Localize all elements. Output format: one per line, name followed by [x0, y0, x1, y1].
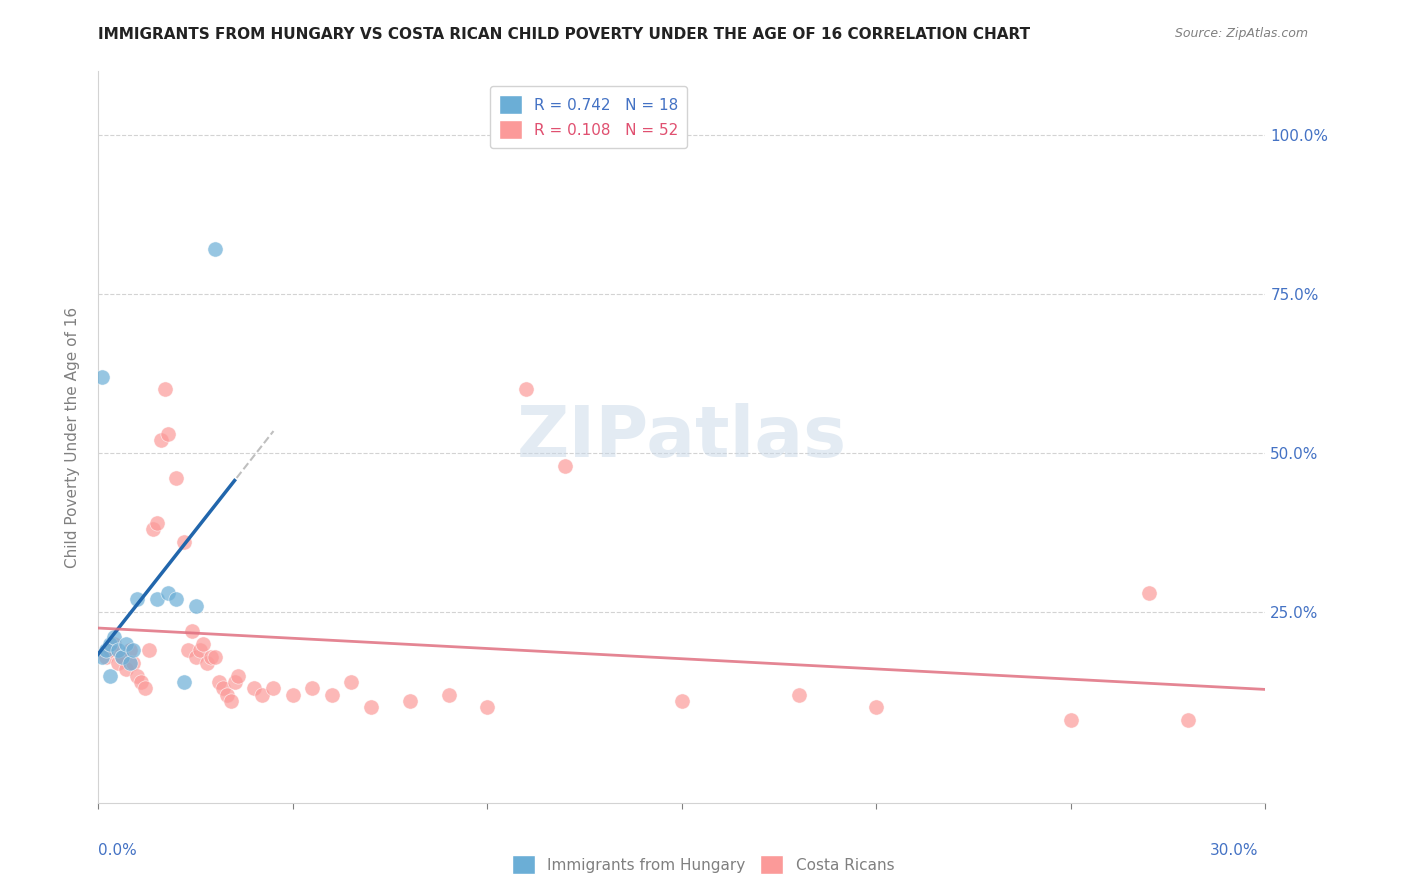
Point — [173, 535, 195, 549]
Point — [103, 637, 125, 651]
Point — [301, 681, 323, 696]
Point — [321, 688, 343, 702]
Point — [146, 592, 169, 607]
Point — [129, 675, 152, 690]
Point — [219, 694, 242, 708]
Y-axis label: Child Poverty Under the Age of 16: Child Poverty Under the Age of 16 — [65, 307, 80, 567]
Text: Source: ZipAtlas.com: Source: ZipAtlas.com — [1174, 27, 1308, 40]
Point — [146, 516, 169, 530]
Point — [98, 637, 121, 651]
Point — [122, 643, 145, 657]
Point — [173, 675, 195, 690]
Point — [224, 675, 246, 690]
Point — [98, 643, 121, 657]
Point — [157, 586, 180, 600]
Point — [215, 688, 238, 702]
Point — [138, 643, 160, 657]
Point — [188, 643, 211, 657]
Point — [281, 688, 304, 702]
Point — [111, 649, 134, 664]
Point — [340, 675, 363, 690]
Point — [195, 656, 218, 670]
Point — [477, 700, 499, 714]
Point — [107, 643, 129, 657]
Point — [96, 643, 118, 657]
Point — [1060, 713, 1083, 727]
Point — [91, 369, 114, 384]
Point — [200, 649, 222, 664]
Point — [122, 656, 145, 670]
Point — [157, 426, 180, 441]
Point — [91, 649, 114, 664]
Point — [98, 668, 121, 682]
Point — [153, 383, 176, 397]
Point — [1177, 713, 1199, 727]
Point — [96, 649, 118, 664]
Text: 30.0%: 30.0% — [1211, 843, 1258, 858]
Point — [177, 643, 200, 657]
Point — [118, 643, 141, 657]
Point — [398, 694, 420, 708]
Text: IMMIGRANTS FROM HUNGARY VS COSTA RICAN CHILD POVERTY UNDER THE AGE OF 16 CORRELA: IMMIGRANTS FROM HUNGARY VS COSTA RICAN C… — [98, 27, 1031, 42]
Point — [437, 688, 460, 702]
Text: 0.0%: 0.0% — [98, 843, 138, 858]
Point — [208, 675, 231, 690]
Point — [515, 383, 537, 397]
Point — [103, 631, 125, 645]
Point — [114, 662, 136, 676]
Point — [212, 681, 235, 696]
Legend: Immigrants from Hungary, Costa Ricans: Immigrants from Hungary, Costa Ricans — [506, 849, 900, 880]
Point — [865, 700, 887, 714]
Point — [107, 656, 129, 670]
Point — [127, 592, 149, 607]
Point — [262, 681, 284, 696]
Point — [787, 688, 810, 702]
Point — [360, 700, 382, 714]
Point — [149, 434, 172, 448]
Point — [243, 681, 266, 696]
Point — [165, 471, 187, 485]
Point — [118, 656, 141, 670]
Point — [554, 458, 576, 473]
Point — [204, 649, 226, 664]
Point — [165, 592, 187, 607]
Point — [250, 688, 273, 702]
Point — [671, 694, 693, 708]
Point — [114, 637, 136, 651]
Point — [111, 649, 134, 664]
Point — [1137, 586, 1160, 600]
Point — [193, 637, 215, 651]
Point — [184, 599, 207, 613]
Point — [134, 681, 156, 696]
Point — [127, 668, 149, 682]
Point — [184, 649, 207, 664]
Point — [142, 522, 165, 536]
Text: ZIPatlas: ZIPatlas — [517, 402, 846, 472]
Point — [204, 243, 226, 257]
Point — [228, 668, 250, 682]
Legend: R = 0.742   N = 18, R = 0.108   N = 52: R = 0.742 N = 18, R = 0.108 N = 52 — [489, 87, 688, 148]
Point — [180, 624, 202, 638]
